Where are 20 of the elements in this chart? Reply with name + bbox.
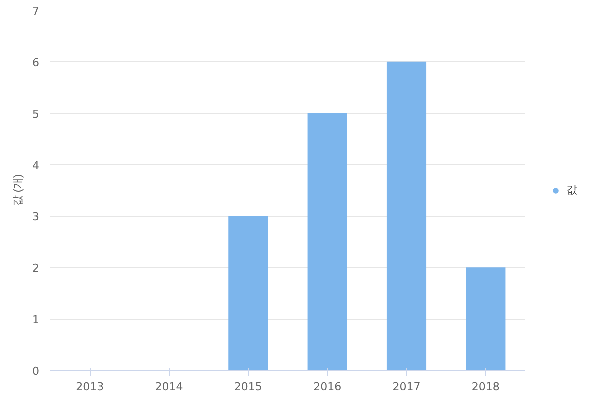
y-axis-title: 값 (개) xyxy=(12,174,24,207)
bar xyxy=(386,62,427,370)
x-tick-label: 2013 xyxy=(76,380,104,394)
x-tick-label: 2014 xyxy=(155,380,184,394)
y-tick-label: 1 xyxy=(32,314,40,327)
x-tick-label: 2018 xyxy=(472,380,500,394)
y-tick-label: 6 xyxy=(32,56,40,70)
y-tick-label: 4 xyxy=(32,159,40,172)
y-tick-label: 7 xyxy=(32,5,40,18)
bar xyxy=(466,268,506,370)
x-tick-label: 2016 xyxy=(314,380,342,394)
bar xyxy=(228,216,268,370)
bar xyxy=(308,113,348,370)
legend-label: 값 xyxy=(566,182,578,198)
y-tick-label: 3 xyxy=(32,210,40,224)
x-tick-label: 2017 xyxy=(392,380,421,394)
y-tick-label: 5 xyxy=(32,108,40,121)
y-tick-label: 2 xyxy=(32,262,40,276)
y-tick-label: 0 xyxy=(32,365,40,378)
x-tick-label: 2015 xyxy=(234,380,262,394)
